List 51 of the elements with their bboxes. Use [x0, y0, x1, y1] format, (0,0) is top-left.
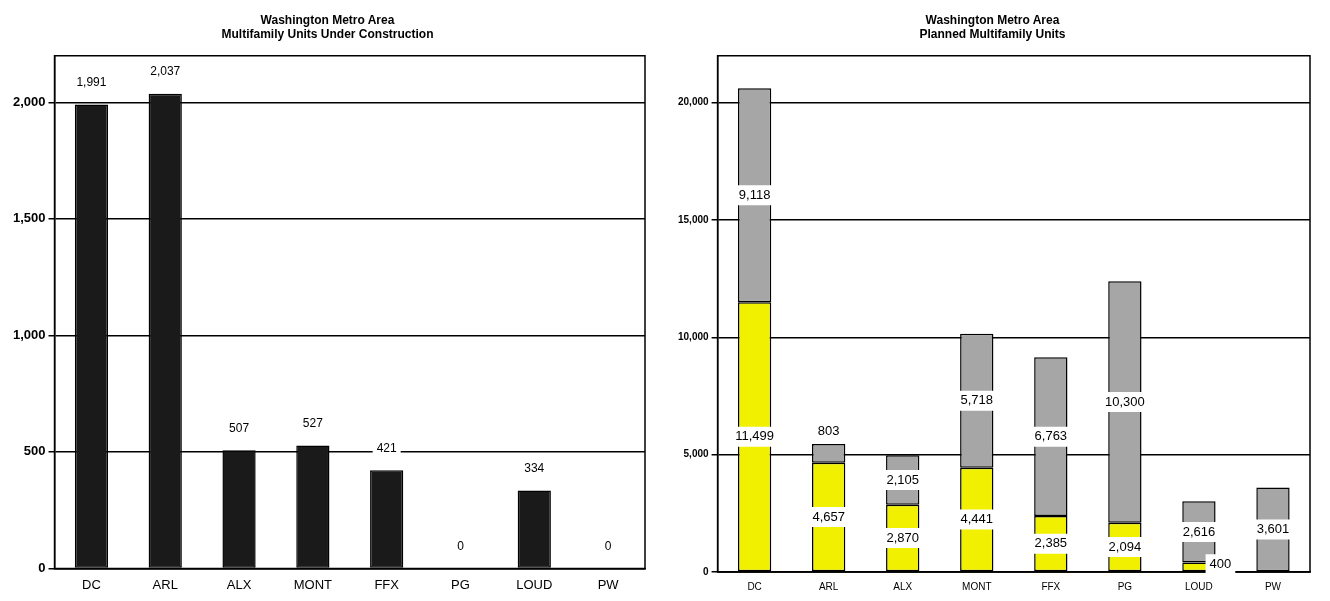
data-label: 2,094: [1108, 538, 1142, 554]
data-label: 2,616: [1182, 523, 1216, 539]
data-label: 334: [524, 460, 545, 475]
data-label: 400: [1209, 555, 1232, 571]
x-tick-label: PG: [1117, 580, 1133, 592]
x-tick-label: PW: [597, 576, 620, 592]
data-label: 5,718: [960, 392, 994, 408]
y-tick-label: 5,000: [683, 448, 710, 460]
y-tick-label: 0: [38, 559, 46, 575]
data-label: 10,300: [1104, 393, 1145, 409]
x-tick-label: FFX: [374, 576, 400, 592]
x-tick-label: DC: [747, 580, 762, 592]
x-tick-label: PW: [1264, 580, 1282, 592]
data-label: 2,385: [1034, 535, 1068, 551]
x-tick-label: ARL: [152, 576, 178, 592]
data-label: 3,601: [1256, 520, 1290, 536]
data-label: 4,657: [812, 508, 845, 524]
data-label: 803: [817, 423, 840, 439]
y-tick-label: 1,500: [12, 210, 46, 226]
x-tick-label: ALX: [226, 576, 252, 592]
x-tick-label: ALX: [893, 580, 913, 592]
x-tick-label: PG: [451, 576, 470, 592]
x-tick-label: ARL: [818, 580, 839, 592]
data-label: 2,105: [886, 471, 919, 487]
data-label: 2,037: [150, 64, 181, 79]
x-tick-label: LOUD: [1185, 580, 1213, 592]
y-tick-label: 10,000: [677, 331, 710, 343]
data-label: 6,763: [1034, 428, 1068, 444]
data-label: 527: [302, 415, 324, 430]
data-label: 1,991: [76, 74, 107, 89]
y-tick-label: 0: [703, 565, 710, 577]
y-tick-label: 20,000: [677, 96, 710, 108]
y-tick-label: 2,000: [12, 93, 46, 109]
data-label: 4,441: [960, 511, 994, 527]
data-label: 0: [457, 538, 465, 553]
data-label: 0: [604, 538, 612, 553]
chart-title: Washington Metro Area Planned Multifamily Units: [919, 12, 1066, 41]
x-tick-label: MONT: [293, 576, 333, 592]
y-tick-label: 15,000: [677, 213, 710, 225]
x-tick-label: DC: [82, 576, 101, 592]
data-label: 2,870: [886, 529, 919, 545]
x-tick-label: FFX: [1041, 580, 1061, 592]
chart-title: Washington Metro Area Multifamily Units Under Construction: [221, 12, 434, 41]
data-label: 507: [229, 420, 250, 435]
y-tick-label: 1,000: [12, 326, 46, 342]
data-label: 9,118: [738, 186, 771, 202]
y-tick-label: 500: [23, 443, 46, 459]
data-label: 11,499: [735, 428, 775, 444]
x-tick-label: LOUD: [516, 576, 553, 592]
x-tick-label: MONT: [962, 580, 992, 592]
data-label: 421: [376, 440, 397, 455]
